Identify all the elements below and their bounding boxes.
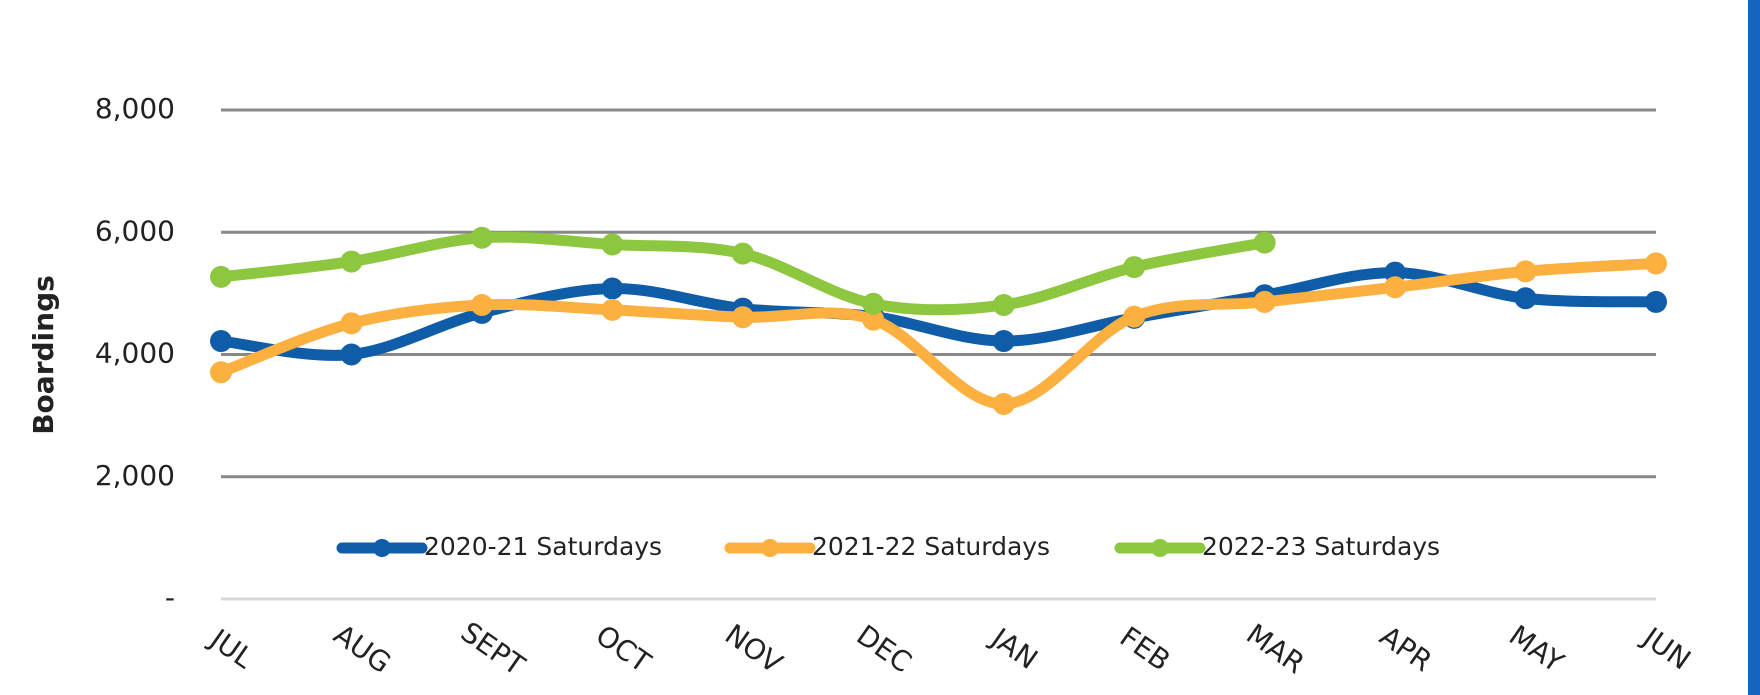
series-marker xyxy=(1645,290,1667,313)
series-marker xyxy=(992,330,1015,353)
series-marker xyxy=(601,277,624,300)
x-tick-label: JAN xyxy=(984,620,1044,676)
legend-label: 2021-22 Saturdays xyxy=(812,532,1050,561)
series-marker xyxy=(1645,252,1667,275)
x-tick-label: SEPT xyxy=(455,615,532,682)
y-tick-label: 2,000 xyxy=(95,459,175,492)
x-tick-label: JUL xyxy=(203,621,260,675)
y-tick-label: - xyxy=(165,581,175,614)
series-marker xyxy=(1384,276,1407,299)
legend-label: 2020-21 Saturdays xyxy=(424,532,662,561)
series-marker xyxy=(1514,260,1537,283)
series-marker xyxy=(862,308,885,331)
series-marker xyxy=(340,343,363,366)
x-tick-label: JUN xyxy=(1635,620,1696,677)
series-marker xyxy=(340,312,363,335)
y-axis-title: Boardings xyxy=(27,275,60,435)
series-marker xyxy=(731,242,754,265)
legend-marker xyxy=(1151,539,1169,557)
series-marker xyxy=(470,226,493,249)
x-tick-label: APR xyxy=(1374,619,1438,678)
legend-marker xyxy=(373,539,391,557)
series-marker xyxy=(1253,231,1276,254)
x-tick-label: AUG xyxy=(328,618,397,680)
x-tick-label: MAR xyxy=(1240,617,1310,680)
series-marker xyxy=(601,298,624,321)
series-marker xyxy=(862,292,885,315)
x-tick-label: OCT xyxy=(590,618,658,679)
y-tick-label: 6,000 xyxy=(95,214,175,247)
series-marker xyxy=(340,250,363,273)
series-marker xyxy=(992,293,1015,316)
series-marker xyxy=(1514,287,1537,310)
series-marker xyxy=(210,361,232,384)
series-line xyxy=(215,267,1662,361)
y-tick-label: 8,000 xyxy=(95,92,175,125)
series-marker xyxy=(210,330,232,353)
legend-label: 2022-23 Saturdays xyxy=(1202,532,1440,561)
series-marker xyxy=(601,233,624,256)
legend-marker xyxy=(761,539,779,557)
series-marker xyxy=(1123,305,1146,328)
x-tick-label: FEB xyxy=(1114,620,1176,677)
x-tick-label: NOV xyxy=(719,618,788,680)
series-marker xyxy=(992,393,1015,416)
edge-bar xyxy=(1748,0,1760,695)
series-marker xyxy=(210,265,232,288)
series-marker xyxy=(1253,290,1276,313)
y-tick-label: 4,000 xyxy=(95,337,175,370)
x-tick-label: MAY xyxy=(1503,619,1570,680)
series-marker xyxy=(470,293,493,316)
series-marker xyxy=(731,306,754,329)
x-tick-label: DEC xyxy=(851,618,918,679)
series-marker xyxy=(1123,256,1146,279)
